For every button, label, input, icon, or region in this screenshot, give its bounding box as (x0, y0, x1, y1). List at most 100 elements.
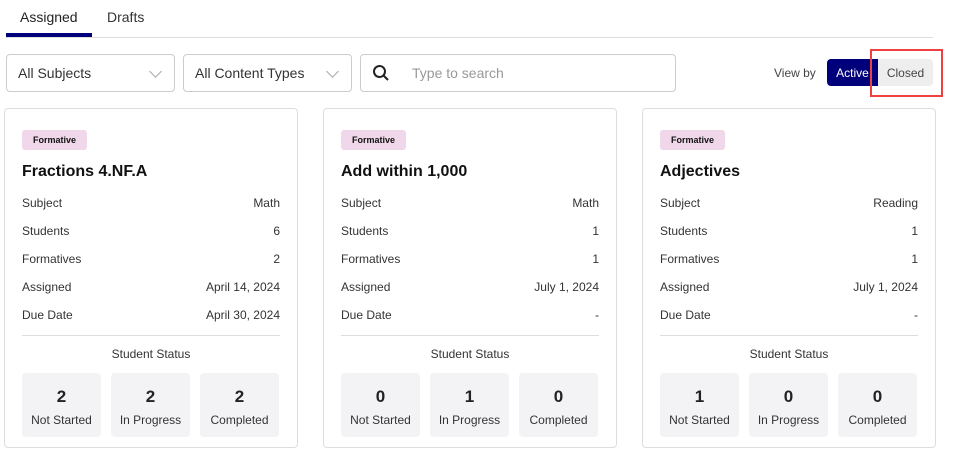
status-count: 0 (872, 387, 883, 406)
content-type-select[interactable]: All Content Types (183, 54, 352, 92)
student-status-heading: Student Status (749, 347, 829, 361)
row-label: Subject (341, 196, 382, 210)
status-label: Completed (210, 413, 269, 427)
detail-row-due: Due Date April 30, 2024 (22, 308, 280, 322)
type-badge: Formative (341, 130, 407, 150)
divider (660, 335, 918, 336)
status-in-progress: 0 In Progress (749, 373, 828, 437)
card-title[interactable]: Add within 1,000 (341, 163, 468, 180)
chevron-down-icon (149, 65, 162, 78)
assignment-card[interactable]: Formative Adjectives Subject Reading Studen… (642, 108, 936, 448)
row-label: Assigned (341, 280, 391, 294)
assignment-card[interactable]: Formative Add within 1,000 Subject Math Stu… (323, 108, 617, 448)
status-label: In Progress (757, 413, 820, 427)
card-title[interactable]: Fractions 4.NF.A (22, 163, 148, 180)
status-completed: 0 Completed (519, 373, 598, 437)
row-label: Due Date (660, 308, 711, 322)
status-in-progress: 1 In Progress (430, 373, 509, 437)
detail-row-due: Due Date - (660, 308, 918, 322)
detail-row-students: Students 1 (341, 224, 599, 238)
row-value: - (914, 308, 918, 322)
detail-row-subject: Subject Math (341, 196, 599, 210)
status-label: Completed (529, 413, 588, 427)
student-status-heading: Student Status (111, 347, 191, 361)
status-count: 1 (464, 387, 475, 406)
status-not-started: 1 Not Started (660, 373, 739, 437)
row-label: Due Date (22, 308, 73, 322)
row-value: 2 (273, 252, 280, 266)
status-label: Not Started (669, 413, 730, 427)
row-value: July 1, 2024 (534, 280, 599, 294)
view-by-label: View by (774, 66, 816, 80)
row-value: Reading (873, 196, 918, 210)
subject-select[interactable]: All Subjects (6, 54, 175, 92)
active-tab-indicator (6, 33, 92, 37)
tab-assigned[interactable]: Assigned (20, 9, 78, 25)
status-completed: 0 Completed (838, 373, 917, 437)
assignment-card[interactable]: Formative Fractions 4.NF.A Subject Math Stu… (4, 108, 298, 448)
status-label: Completed (848, 413, 907, 427)
row-label: Formatives (341, 252, 401, 266)
detail-row-due: Due Date - (341, 308, 599, 322)
row-label: Subject (660, 196, 701, 210)
detail-row-students: Students 6 (22, 224, 280, 238)
search-input[interactable] (412, 65, 662, 81)
highlight-box (870, 49, 943, 97)
status-count: 2 (234, 387, 245, 406)
status-boxes: 0 Not Started 1 In Progress 0 Completed (341, 373, 598, 437)
status-count: 0 (553, 387, 564, 406)
status-label: In Progress (119, 413, 182, 427)
view-active-button[interactable]: Active (827, 59, 878, 86)
status-completed: 2 Completed (200, 373, 279, 437)
status-count: 1 (694, 387, 705, 406)
subject-select-value: All Subjects (18, 65, 92, 81)
row-value: April 14, 2024 (205, 280, 280, 294)
detail-row-assigned: Assigned July 1, 2024 (341, 280, 599, 294)
row-label: Formatives (22, 252, 82, 266)
status-label: Not Started (31, 413, 92, 427)
row-label: Students (660, 224, 708, 238)
search-icon (373, 65, 389, 81)
search-box[interactable] (360, 54, 676, 92)
card-title[interactable]: Adjectives (660, 163, 741, 180)
status-count: 2 (145, 387, 156, 406)
detail-row-formatives: Formatives 1 (341, 252, 599, 266)
detail-row-students: Students 1 (660, 224, 918, 238)
status-count: 0 (375, 387, 386, 406)
row-value: 1 (592, 224, 599, 238)
row-value: April 30, 2024 (205, 308, 280, 322)
student-status-heading: Student Status (430, 347, 510, 361)
divider (341, 335, 599, 336)
status-count: 0 (783, 387, 794, 406)
row-label: Formatives (660, 252, 720, 266)
detail-row-assigned: Assigned July 1, 2024 (660, 280, 918, 294)
row-label: Assigned (22, 280, 72, 294)
tab-drafts[interactable]: Drafts (107, 9, 145, 25)
tab-bar: Assigned Drafts (6, 0, 933, 38)
status-boxes: 2 Not Started 2 In Progress 2 Completed (22, 373, 279, 437)
status-not-started: 2 Not Started (22, 373, 101, 437)
detail-row-subject: Subject Math (22, 196, 280, 210)
row-label: Assigned (660, 280, 710, 294)
view-closed-button[interactable]: Closed (878, 59, 933, 86)
row-label: Due Date (341, 308, 392, 322)
row-value: Math (253, 196, 280, 210)
status-label: In Progress (438, 413, 501, 427)
status-in-progress: 2 In Progress (111, 373, 190, 437)
status-label: Not Started (350, 413, 411, 427)
row-value: July 1, 2024 (853, 280, 918, 294)
detail-row-formatives: Formatives 2 (22, 252, 280, 266)
detail-row-subject: Subject Reading (660, 196, 918, 210)
row-value: - (595, 308, 599, 322)
detail-row-assigned: Assigned April 14, 2024 (22, 280, 280, 294)
type-badge: Formative (660, 130, 726, 150)
status-not-started: 0 Not Started (341, 373, 420, 437)
row-value: 1 (911, 252, 918, 266)
row-value: 1 (911, 224, 918, 238)
row-label: Subject (22, 196, 63, 210)
content-type-select-value: All Content Types (195, 65, 305, 81)
row-value: Math (572, 196, 599, 210)
row-label: Students (341, 224, 389, 238)
row-label: Students (22, 224, 70, 238)
detail-row-formatives: Formatives 1 (660, 252, 918, 266)
